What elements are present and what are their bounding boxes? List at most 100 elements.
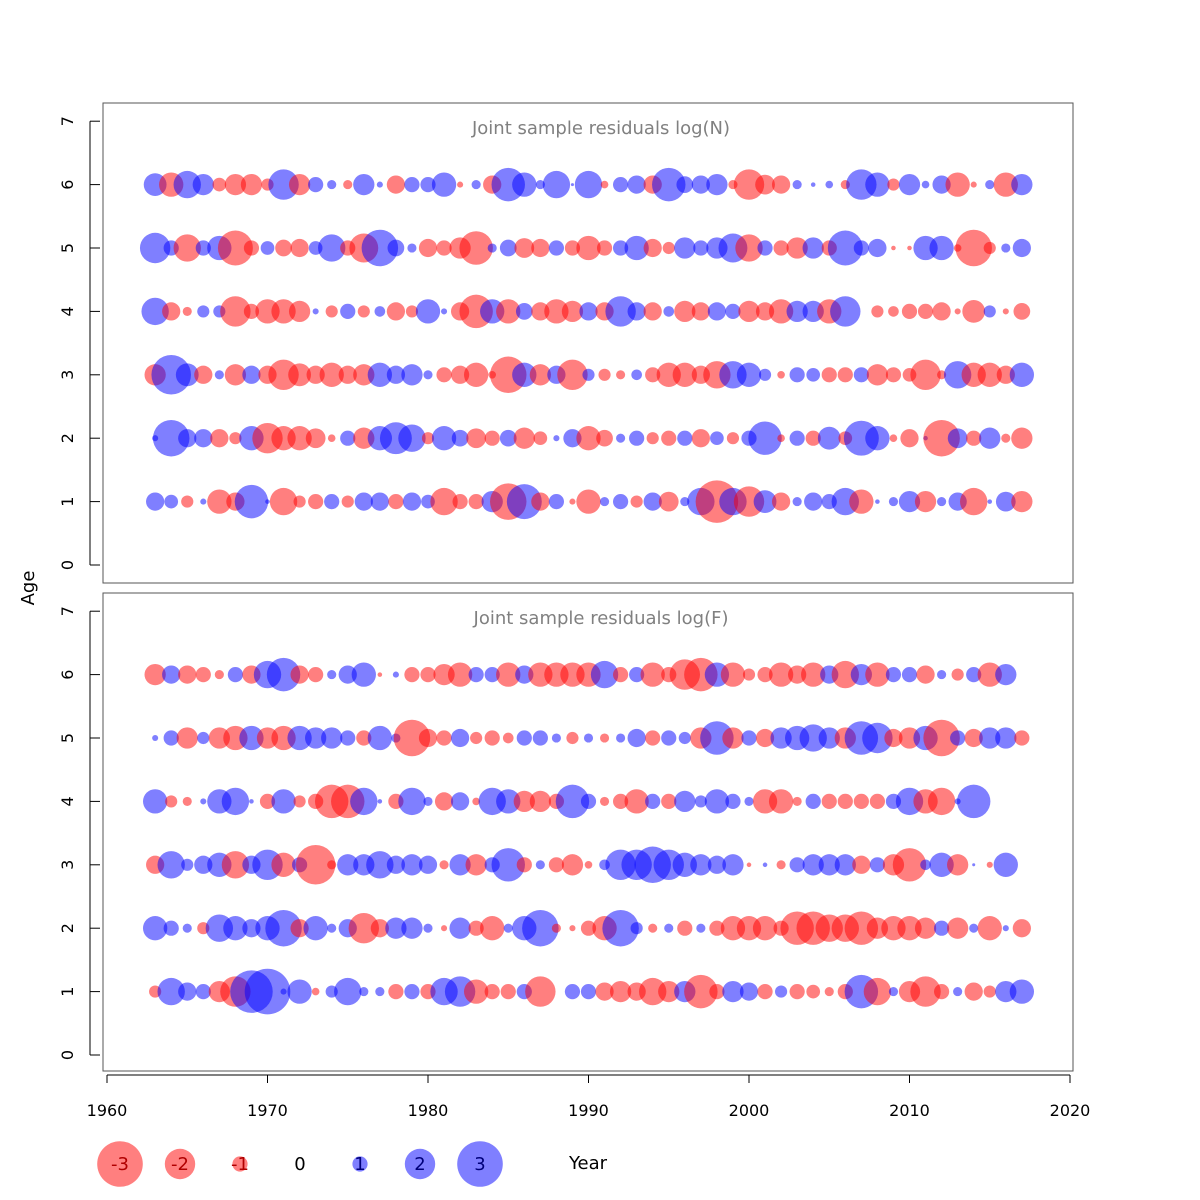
residual-bubble xyxy=(343,180,353,190)
residual-bubble xyxy=(436,240,452,256)
residual-bubble xyxy=(757,667,773,683)
residual-bubble xyxy=(516,857,532,873)
residual-bubble xyxy=(221,787,250,816)
residual-bubble xyxy=(661,730,677,746)
residual-bubble xyxy=(234,484,269,519)
residual-bubble xyxy=(755,174,775,195)
residual-bubble xyxy=(888,306,899,317)
residual-bubble xyxy=(308,177,324,193)
residual-bubble xyxy=(195,984,211,1000)
residual-bubble xyxy=(583,733,594,743)
x-axis: 1960 1970 1980 1990 2000 2010 2020 xyxy=(87,1074,1090,1120)
residual-bubble xyxy=(662,241,675,255)
residual-bubble xyxy=(542,170,571,199)
residual-bubble xyxy=(676,176,694,193)
residual-bubble xyxy=(576,489,601,514)
residual-bubble xyxy=(956,784,991,819)
residual-bubble xyxy=(696,923,706,933)
residual-bubble xyxy=(834,854,856,876)
residual-bubble xyxy=(844,911,879,945)
residual-bubble xyxy=(404,984,420,1000)
residual-bubble xyxy=(937,670,947,680)
residual-bubble xyxy=(451,429,469,447)
residual-bubble xyxy=(569,925,576,932)
residual-bubble xyxy=(551,923,561,933)
residual-bubble xyxy=(401,854,423,876)
y-tick-label: 1 xyxy=(58,497,77,507)
residual-bubble xyxy=(350,787,378,816)
residual-bubble xyxy=(367,725,393,751)
residual-bubble xyxy=(680,497,690,507)
y-tick-label: 3 xyxy=(58,860,77,870)
residual-bubble xyxy=(418,728,438,748)
residual-bubble xyxy=(1011,173,1033,196)
residual-bubble xyxy=(181,495,194,508)
residual-bubble xyxy=(182,796,192,806)
residual-bubble xyxy=(837,367,853,383)
residual-bubble xyxy=(268,169,299,200)
residual-bubble xyxy=(804,492,823,511)
residual-bubble xyxy=(630,495,643,508)
legend-label: 2 xyxy=(414,1154,425,1175)
residual-bubble xyxy=(229,432,242,445)
residual-bubble xyxy=(266,657,301,692)
residual-bubble xyxy=(484,730,500,746)
residual-bubble xyxy=(178,982,197,1001)
residual-bubble xyxy=(374,306,386,317)
residual-bubble xyxy=(950,730,966,746)
residual-bubble xyxy=(825,180,834,189)
residual-bubble xyxy=(288,300,311,323)
residual-bubble xyxy=(386,855,406,874)
residual-bubble xyxy=(194,365,213,384)
residual-bubble xyxy=(789,430,805,446)
residual-bubble xyxy=(1012,919,1031,938)
residual-bubble xyxy=(157,851,185,879)
residual-bubble xyxy=(821,367,837,383)
residual-bubble xyxy=(434,792,454,811)
residual-bubble xyxy=(776,860,786,870)
size-legend: -3 -2 -1 0 1 2 3 xyxy=(97,1141,503,1187)
residual-bubble xyxy=(548,494,565,510)
residual-bubble xyxy=(386,175,406,194)
legend-bubble xyxy=(352,1156,368,1172)
residual-bubble xyxy=(661,430,677,446)
residual-bubble xyxy=(983,241,996,255)
residual-bubble xyxy=(487,243,497,253)
residual-bubble xyxy=(529,364,551,386)
residual-bubble xyxy=(995,491,1016,512)
residual-bubble xyxy=(947,854,969,876)
residual-bubble xyxy=(827,230,863,266)
residual-bubble xyxy=(837,793,853,810)
residual-bubble xyxy=(388,984,404,1000)
residual-bubble xyxy=(157,977,185,1006)
residual-bubble xyxy=(152,419,190,457)
residual-bubble xyxy=(736,362,762,387)
residual-bubble xyxy=(853,793,869,810)
residual-bubble xyxy=(178,429,197,448)
residual-bubble xyxy=(964,728,983,748)
residual-bubble xyxy=(706,173,728,196)
residual-bubble xyxy=(977,662,1002,687)
x-tick-label: 2010 xyxy=(889,1101,930,1120)
residual-bubble xyxy=(502,732,514,744)
residual-bubble xyxy=(544,299,569,324)
residual-bubble xyxy=(871,305,884,318)
legend-label: 0 xyxy=(294,1154,305,1175)
residual-bubble xyxy=(777,434,785,443)
residual-bubble xyxy=(658,980,680,1003)
residual-bubble xyxy=(513,790,535,813)
legend-label: 3 xyxy=(474,1154,485,1175)
residual-bubble xyxy=(627,728,646,748)
residual-bubble xyxy=(162,665,181,684)
residual-bubble xyxy=(964,982,983,1001)
residual-bubble xyxy=(221,851,250,879)
x-tick-label: 1970 xyxy=(247,1101,288,1120)
residual-bubble xyxy=(799,724,827,752)
residual-bubble xyxy=(337,854,359,876)
residual-bubble xyxy=(970,181,977,188)
residual-bubble xyxy=(613,793,629,810)
residual-bubble xyxy=(182,306,192,316)
residual-bubble xyxy=(288,173,311,196)
residual-bubble xyxy=(786,300,808,323)
residual-bubble xyxy=(966,430,982,446)
